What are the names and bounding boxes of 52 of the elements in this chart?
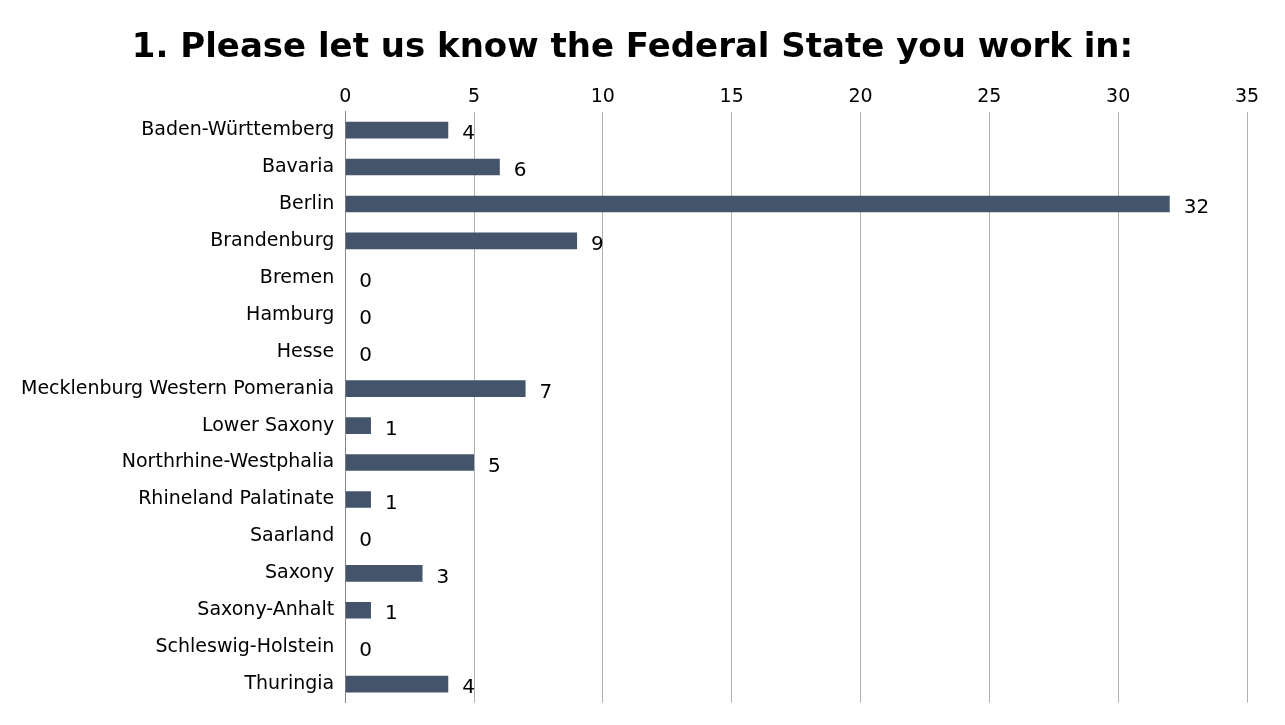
bar <box>345 565 423 582</box>
data-label: 0 <box>359 637 372 662</box>
y-tick-label: Saxony-Anhalt <box>197 597 335 620</box>
y-tick-label: Hesse <box>276 338 335 361</box>
data-label: 6 <box>513 157 527 182</box>
data-label: 0 <box>359 304 372 329</box>
data-label: 9 <box>591 231 604 256</box>
x-tick-label: 20 <box>848 84 873 107</box>
y-tick-label: Saarland <box>250 523 335 546</box>
data-label: 1 <box>384 415 398 440</box>
y-tick-label: Northrhine-Westphalia <box>121 449 335 472</box>
data-label: 0 <box>359 268 372 293</box>
data-label: 7 <box>539 378 553 403</box>
bar <box>345 601 371 619</box>
x-tick-label: 0 <box>339 84 352 107</box>
y-tick-label: Lower Saxony <box>201 412 335 435</box>
y-tick-label: Mecklenburg Western Pomerania <box>21 375 335 398</box>
bar <box>345 195 1170 213</box>
bar <box>345 454 475 471</box>
y-tick-label: Brandenburg <box>210 227 335 250</box>
x-tick-label: 30 <box>1106 84 1131 107</box>
y-tick-label: Baden-Württemberg <box>141 117 335 140</box>
data-label: 5 <box>488 452 501 477</box>
x-tick-label: 25 <box>977 84 1002 107</box>
bar <box>345 491 371 508</box>
y-tick-label: Thuringia <box>243 671 335 694</box>
data-label: 32 <box>1183 194 1210 219</box>
x-tick-label: 15 <box>719 84 744 107</box>
data-label: 4 <box>462 120 475 145</box>
data-label: 0 <box>359 341 372 366</box>
bar <box>345 121 449 139</box>
y-tick-label: Bavaria <box>261 153 335 176</box>
x-tick-label: 10 <box>590 84 615 107</box>
bar <box>345 417 371 434</box>
y-tick-label: Bremen <box>259 264 335 287</box>
y-tick-label: Berlin <box>279 190 335 213</box>
bar <box>345 380 526 397</box>
x-tick-label: 35 <box>1234 84 1260 107</box>
y-tick-label: Saxony <box>264 560 335 583</box>
y-tick-label: Schleswig-Holstein <box>155 634 335 657</box>
data-label: 0 <box>359 526 372 551</box>
y-tick-label: Rhineland Palatinate <box>138 486 335 509</box>
data-label: 1 <box>384 600 398 625</box>
bar <box>345 232 578 250</box>
data-label: 4 <box>462 674 475 699</box>
chart-title: 1. Please let us know the Federal State you work in: <box>131 25 1134 66</box>
data-label: 1 <box>384 489 398 514</box>
bar <box>345 158 500 176</box>
y-tick-label: Hamburg <box>246 301 335 324</box>
data-label: 3 <box>436 563 450 588</box>
x-tick-label: 5 <box>467 84 481 107</box>
bar <box>345 675 449 693</box>
